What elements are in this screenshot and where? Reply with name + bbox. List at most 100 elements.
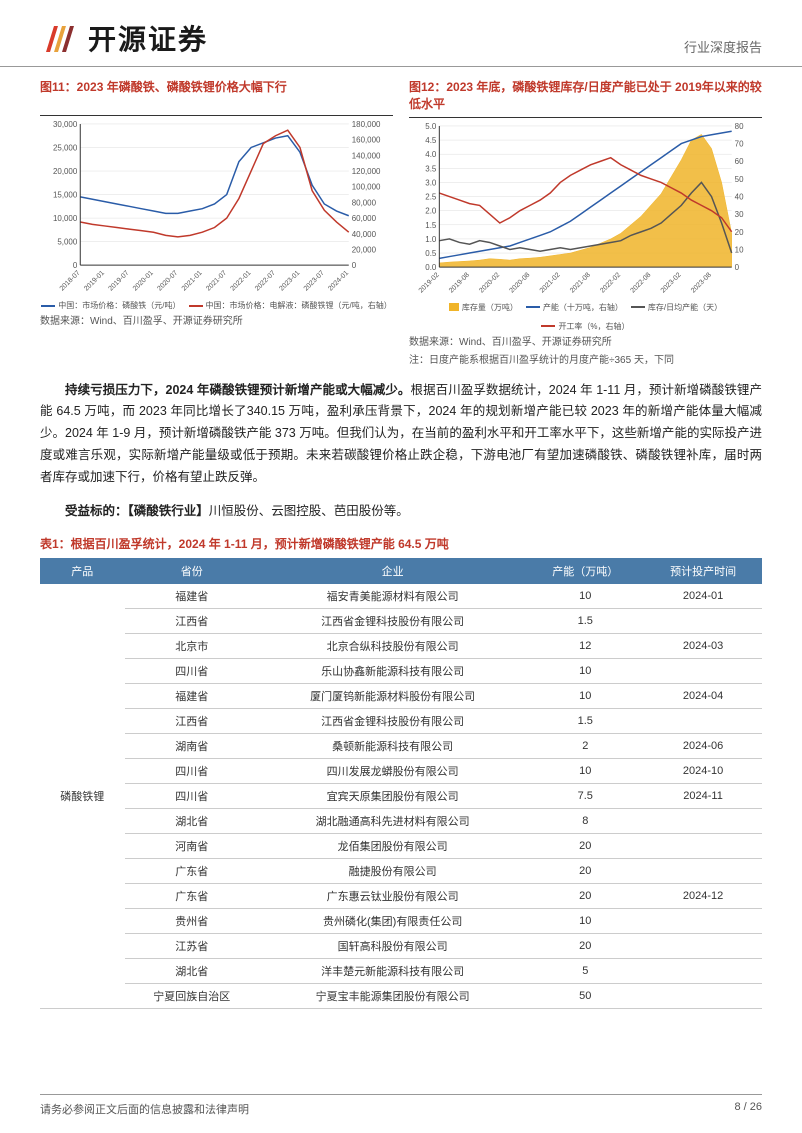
table-cell: 2024-03: [644, 633, 762, 658]
table-cell: 国轩高科股份有限公司: [259, 933, 526, 958]
svg-text:10,000: 10,000: [53, 214, 78, 223]
chart-11-box: 图11：2023 年磷酸铁、磷酸铁锂价格大幅下行 05,00010,00015,…: [40, 79, 393, 368]
table-cell: 宁夏宝丰能源集团股份有限公司: [259, 983, 526, 1008]
table-cell: 河南省: [125, 833, 259, 858]
table-cell: 福建省: [125, 584, 259, 609]
table-cell: 7.5: [526, 783, 644, 808]
table-cell: 2024-12: [644, 883, 762, 908]
paragraph-1-lead: 持续亏损压力下，2024 年磷酸铁锂预计新增产能或大幅减少。: [65, 383, 411, 397]
table-1-title: 表1：根据百川盈孚统计，2024 年 1-11 月，预计新增磷酸铁锂产能 64.…: [40, 535, 762, 552]
table-cell: 10: [526, 908, 644, 933]
table-cell: 20: [526, 933, 644, 958]
table-cell: 四川发展龙蟒股份有限公司: [259, 758, 526, 783]
table-row: 四川省宜宾天原集团股份有限公司7.52024-11: [40, 783, 762, 808]
table-cell: 江西省金锂科技股份有限公司: [259, 608, 526, 633]
table-cell: 12: [526, 633, 644, 658]
svg-text:0.5: 0.5: [425, 249, 437, 258]
svg-text:2.0: 2.0: [425, 206, 437, 215]
table-row: 湖南省桑顿新能源科技有限公司22024-06: [40, 733, 762, 758]
table-cell: 福安青美能源材料有限公司: [259, 584, 526, 609]
table-cell: [644, 658, 762, 683]
chart-12-note: 注：日度产能系根据百川盈孚统计的月度产能÷365 天，下同: [409, 354, 762, 368]
table-row: 江西省江西省金锂科技股份有限公司1.5: [40, 608, 762, 633]
svg-text:2.5: 2.5: [425, 192, 437, 201]
svg-text:60: 60: [735, 157, 744, 166]
footer-page-number: 8 / 26: [734, 1101, 762, 1117]
table-cell: 融捷股份有限公司: [259, 858, 526, 883]
table-cell: [644, 933, 762, 958]
svg-text:140,000: 140,000: [352, 151, 381, 160]
table-header-row: 产品省份企业产能（万吨）预计投产时间: [40, 558, 762, 584]
svg-text:2023-08: 2023-08: [690, 271, 713, 294]
page-content: 图11：2023 年磷酸铁、磷酸铁锂价格大幅下行 05,00010,00015,…: [0, 67, 802, 1009]
table-row: 河南省龙佰集团股份有限公司20: [40, 833, 762, 858]
table-cell: 10: [526, 758, 644, 783]
table-cell: 1.5: [526, 608, 644, 633]
svg-text:3.5: 3.5: [425, 164, 437, 173]
svg-text:30,000: 30,000: [53, 120, 78, 129]
svg-text:2020-01: 2020-01: [132, 270, 155, 293]
svg-text:1.0: 1.0: [425, 235, 437, 244]
table-cell: 20: [526, 883, 644, 908]
svg-text:5.0: 5.0: [425, 122, 437, 131]
svg-text:20,000: 20,000: [53, 167, 78, 176]
table-cell: 宜宾天原集团股份有限公司: [259, 783, 526, 808]
svg-text:2022-08: 2022-08: [629, 271, 652, 294]
table-cell: 2024-01: [644, 584, 762, 609]
table-column-header: 产品: [40, 558, 125, 584]
svg-text:25,000: 25,000: [53, 143, 78, 152]
table-cell: 广东惠云钛业股份有限公司: [259, 883, 526, 908]
table-cell: 湖南省: [125, 733, 259, 758]
table-cell: [644, 983, 762, 1008]
svg-text:3.0: 3.0: [425, 178, 437, 187]
table-cell: 10: [526, 584, 644, 609]
table-cell: 湖北融通高科先进材料有限公司: [259, 808, 526, 833]
table-cell: 10: [526, 658, 644, 683]
table-cell: 龙佰集团股份有限公司: [259, 833, 526, 858]
svg-text:1.5: 1.5: [425, 220, 437, 229]
table-cell: [644, 858, 762, 883]
table-row: 湖北省湖北融通高科先进材料有限公司8: [40, 808, 762, 833]
table-cell: 20: [526, 858, 644, 883]
table-row: 四川省乐山协鑫新能源科技有限公司10: [40, 658, 762, 683]
svg-text:2018-07: 2018-07: [59, 270, 82, 293]
paragraph-2-body: 川恒股份、云图控股、芭田股份等。: [209, 504, 409, 518]
table-cell: [644, 908, 762, 933]
table-row: 江西省江西省金锂科技股份有限公司1.5: [40, 708, 762, 733]
svg-text:2019-08: 2019-08: [448, 271, 471, 294]
table-cell: 北京市: [125, 633, 259, 658]
table-column-header: 省份: [125, 558, 259, 584]
svg-text:2022-01: 2022-01: [230, 270, 253, 293]
page-footer: 请务必参阅正文后面的信息披露和法律声明 8 / 26: [40, 1094, 762, 1117]
table-row: 四川省四川发展龙蟒股份有限公司102024-10: [40, 758, 762, 783]
svg-text:120,000: 120,000: [352, 167, 381, 176]
table-cell: 2024-06: [644, 733, 762, 758]
svg-text:50: 50: [735, 174, 744, 183]
chart-12-canvas: 0.00.51.01.52.02.53.03.54.04.55.00102030…: [409, 117, 762, 297]
table-cell: 洋丰楚元新能源科技有限公司: [259, 958, 526, 983]
svg-text:4.5: 4.5: [425, 136, 437, 145]
table-cell: 5: [526, 958, 644, 983]
table-cell: 北京合纵科技股份有限公司: [259, 633, 526, 658]
svg-text:2020-08: 2020-08: [508, 271, 531, 294]
table-cell: 湖北省: [125, 808, 259, 833]
svg-text:180,000: 180,000: [352, 120, 381, 129]
table-cell: [644, 708, 762, 733]
table-cell: 20: [526, 833, 644, 858]
table-cell: 2: [526, 733, 644, 758]
svg-text:160,000: 160,000: [352, 136, 381, 145]
svg-text:60,000: 60,000: [352, 214, 377, 223]
chart-12-source: 数据来源：Wind、百川盈孚、开源证券研究所: [409, 336, 762, 350]
table-cell: 江西省: [125, 708, 259, 733]
table-cell: 1.5: [526, 708, 644, 733]
table-cell: 四川省: [125, 783, 259, 808]
table-column-header: 预计投产时间: [644, 558, 762, 584]
table-row: 宁夏回族自治区宁夏宝丰能源集团股份有限公司50: [40, 983, 762, 1008]
table-row: 贵州省贵州磷化(集团)有限责任公司10: [40, 908, 762, 933]
table-cell: [644, 808, 762, 833]
chart-11-title: 图11：2023 年磷酸铁、磷酸铁锂价格大幅下行: [40, 79, 393, 111]
capacity-table: 产品省份企业产能（万吨）预计投产时间 磷酸铁锂福建省福安青美能源材料有限公司10…: [40, 558, 762, 1009]
svg-text:80,000: 80,000: [352, 198, 377, 207]
footer-disclaimer: 请务必参阅正文后面的信息披露和法律声明: [40, 1101, 249, 1117]
table-cell: 广东省: [125, 858, 259, 883]
